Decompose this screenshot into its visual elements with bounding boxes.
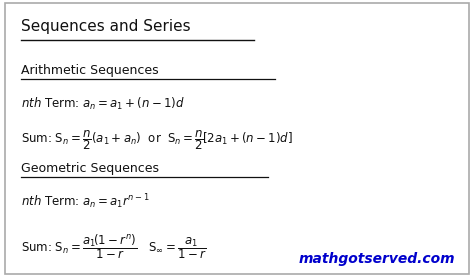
Text: Sum: $\mathrm{S}_n = \dfrac{n}{2}\left(a_1 + a_n\right)$  or  $\mathrm{S}_n = \d: Sum: $\mathrm{S}_n = \dfrac{n}{2}\left(a… (21, 129, 293, 153)
Text: Sum: $\mathrm{S}_n = \dfrac{a_1\!\left(1 - r^n\right)}{1 - r}$   $\mathrm{S}_{\i: Sum: $\mathrm{S}_n = \dfrac{a_1\!\left(1… (21, 233, 207, 261)
Text: $\mathit{nth}$ Term: $a_n = a_1 + (n-1)d$: $\mathit{nth}$ Term: $a_n = a_1 + (n-1)d… (21, 96, 185, 112)
Text: Geometric Sequences: Geometric Sequences (21, 162, 159, 175)
Text: Sequences and Series: Sequences and Series (21, 19, 191, 34)
Text: $\mathit{nth}$ Term: $a_n = a_1 r^{n-1}$: $\mathit{nth}$ Term: $a_n = a_1 r^{n-1}$ (21, 193, 150, 211)
Text: Arithmetic Sequences: Arithmetic Sequences (21, 64, 159, 77)
Text: mathgotserved.com: mathgotserved.com (299, 252, 455, 266)
